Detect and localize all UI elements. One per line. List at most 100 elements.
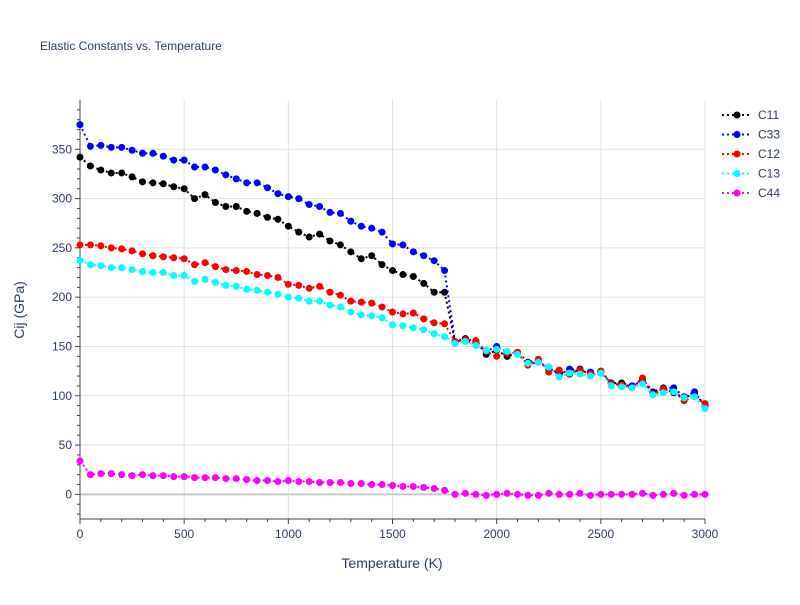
data-point-c44: [659, 490, 667, 498]
data-point-c33: [201, 163, 209, 171]
data-point-c12: [399, 310, 407, 318]
data-point-c13: [472, 341, 480, 349]
legend-marker: [733, 150, 741, 158]
data-point-c33: [243, 179, 251, 187]
data-point-c11: [97, 166, 105, 174]
data-point-c11: [118, 169, 126, 177]
data-point-c44: [514, 490, 521, 498]
data-point-c33: [118, 143, 126, 151]
data-point-c12: [170, 254, 178, 262]
data-point-c12: [555, 366, 563, 374]
data-point-c12: [472, 337, 480, 345]
data-point-c33: [139, 149, 146, 157]
legend-item-c44[interactable]: C44: [722, 186, 780, 200]
data-point-c44: [305, 478, 313, 486]
data-point-c33: [274, 190, 282, 198]
data-point-c33: [295, 195, 303, 203]
y-tick-label: 300: [52, 192, 72, 206]
data-point-c13: [170, 271, 178, 279]
data-point-c33: [191, 163, 199, 171]
data-point-c12: [409, 309, 417, 317]
data-point-c44: [191, 474, 199, 482]
legend-item-c33[interactable]: C33: [722, 128, 780, 142]
data-point-c44: [128, 472, 136, 480]
x-axis-title: Temperature (K): [341, 555, 442, 571]
data-point-c11: [211, 199, 219, 207]
data-point-c11: [222, 202, 230, 210]
legend-item-c13[interactable]: C13: [722, 167, 780, 181]
data-point-c44: [639, 489, 646, 497]
data-point-c13: [649, 391, 657, 399]
data-point-c33: [430, 257, 438, 265]
legend[interactable]: C11 C33 C12 C13 C44: [722, 108, 780, 200]
data-point-c44: [670, 489, 678, 497]
data-point-c13: [232, 282, 240, 290]
data-point-c13: [493, 345, 501, 353]
legend-label: C33: [758, 128, 780, 142]
data-point-c44: [107, 470, 115, 478]
data-point-c11: [326, 237, 334, 245]
data-point-c13: [670, 388, 678, 396]
data-series: [76, 121, 709, 499]
data-point-c12: [430, 319, 438, 327]
y-tick-label: 50: [59, 438, 73, 452]
data-point-c13: [357, 311, 365, 319]
data-point-c33: [357, 222, 365, 230]
data-point-c13: [243, 285, 251, 293]
data-point-c44: [326, 479, 334, 487]
data-point-c11: [295, 228, 303, 236]
data-point-c13: [399, 322, 407, 330]
data-point-c44: [97, 470, 105, 478]
data-point-c13: [420, 326, 428, 334]
data-point-c11: [139, 178, 146, 186]
data-point-c33: [368, 224, 376, 232]
data-point-c13: [180, 271, 188, 279]
legend-item-c12[interactable]: C12: [722, 147, 780, 161]
data-point-c12: [232, 267, 240, 275]
legend-label: C12: [758, 147, 780, 161]
data-point-c12: [191, 261, 199, 269]
data-point-c13: [482, 346, 490, 354]
legend-item-c11[interactable]: C11: [722, 108, 779, 122]
data-point-c44: [399, 482, 407, 490]
data-point-c11: [409, 272, 417, 280]
data-point-c13: [222, 281, 230, 289]
data-point-c13: [253, 286, 261, 294]
data-point-c44: [555, 490, 563, 498]
data-point-c12: [305, 284, 313, 292]
data-point-c33: [97, 141, 105, 149]
data-point-c44: [607, 490, 615, 498]
data-point-c11: [86, 162, 94, 170]
data-point-c44: [441, 486, 449, 494]
data-point-c13: [639, 380, 646, 388]
data-point-c11: [128, 173, 136, 181]
data-point-c12: [357, 298, 365, 306]
data-point-c12: [368, 299, 376, 307]
data-point-c33: [222, 171, 230, 179]
data-point-c12: [639, 374, 646, 382]
data-point-c12: [389, 308, 396, 316]
data-point-c13: [430, 330, 438, 338]
data-point-c44: [253, 477, 261, 485]
data-point-c44: [222, 475, 230, 483]
data-point-c44: [274, 478, 282, 486]
data-point-c11: [430, 288, 438, 296]
data-point-c12: [97, 242, 105, 250]
data-point-c44: [336, 479, 344, 487]
data-point-c44: [680, 491, 688, 499]
data-point-c13: [347, 308, 355, 316]
x-tick-label: 1000: [275, 527, 302, 541]
data-point-c13: [159, 269, 167, 277]
data-point-c11: [170, 183, 178, 191]
y-tick-label: 150: [52, 339, 72, 353]
data-point-c11: [264, 213, 271, 221]
data-point-c11: [149, 179, 157, 187]
data-point-c33: [399, 241, 407, 249]
data-point-c33: [378, 228, 386, 236]
data-point-c12: [493, 352, 501, 360]
data-point-c12: [222, 266, 230, 274]
data-point-c44: [576, 489, 584, 497]
